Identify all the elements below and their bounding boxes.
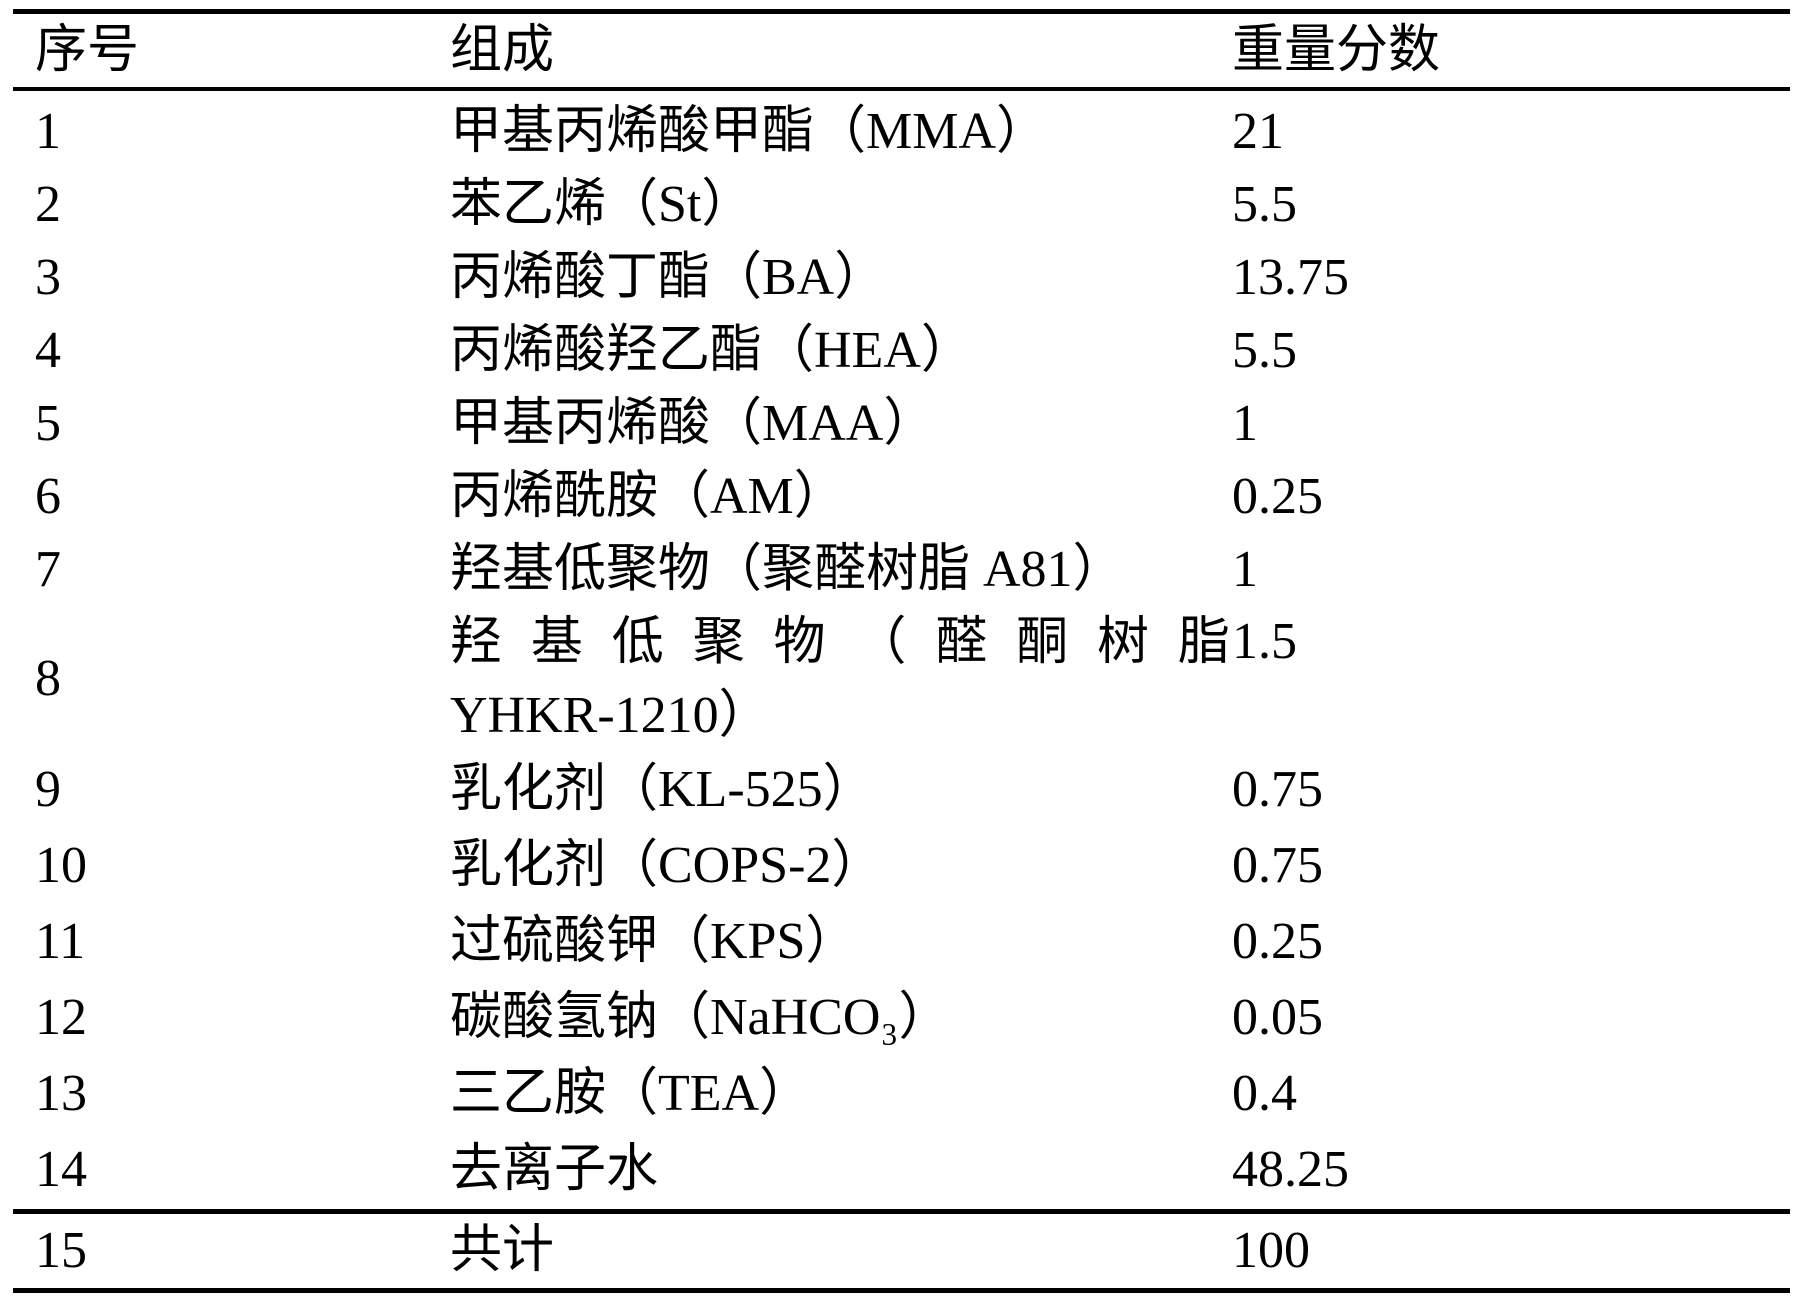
composition-cell: 丙烯酸羟乙酯（HEA） <box>450 321 973 379</box>
table-row: 3 丙烯酸丁酯（BA） 13.75 <box>0 241 1812 314</box>
table-row: 11 过硫酸钾（KPS） 0.25 <box>0 904 1812 980</box>
weight-cell: 5.5 <box>1232 321 1297 379</box>
table-total-row: 15 共计 100 <box>0 1214 1812 1288</box>
table-bottom-rule <box>13 1288 1790 1293</box>
table-row: 6 丙烯酰胺（AM） 0.25 <box>0 460 1812 533</box>
composition-cell: 碳酸氢钠（NaHCO₃） <box>450 989 951 1046</box>
weight-cell: 1.5 <box>1232 613 1297 670</box>
weight-cell: 100 <box>1232 1222 1310 1279</box>
header-divider-rule <box>13 87 1790 91</box>
composition-cell: 羟基低聚物（醛酮树脂 YHKR-1210） <box>450 606 1230 752</box>
composition-cell: 三乙胺（TEA） <box>450 1065 812 1122</box>
table-row: 5 甲基丙烯酸（MAA） 1 <box>0 387 1812 460</box>
table-row: 7 羟基低聚物（聚醛树脂 A81） 1 <box>0 533 1812 606</box>
row-number-cell: 5 <box>35 394 61 452</box>
table-row: 13 三乙胺（TEA） 0.4 <box>0 1056 1812 1132</box>
table-row: 10 乳化剂（COPS-2） 0.75 <box>0 828 1812 904</box>
row-number-cell: 9 <box>35 761 61 818</box>
table-header-row: 序号 组成 重量分数 <box>0 14 1812 87</box>
row-number-cell: 14 <box>35 1141 87 1198</box>
composition-cell: 共计 <box>450 1222 555 1279</box>
weight-cell: 21 <box>1232 102 1284 160</box>
weight-cell: 1 <box>1232 394 1258 452</box>
table-row: 12 碳酸氢钠（NaHCO₃） 0.05 <box>0 980 1812 1056</box>
composition-cell: 羟基低聚物（聚醛树脂 A81） <box>450 540 1125 598</box>
composition-cell: 乳化剂（COPS-2） <box>450 837 884 894</box>
row-number-cell: 2 <box>35 175 61 233</box>
row-number-cell: 7 <box>35 540 61 598</box>
composition-cell: 乳化剂（KL-525） <box>450 761 875 818</box>
composition-cell: 苯乙烯（St） <box>450 175 754 233</box>
row-number-cell: 4 <box>35 321 61 379</box>
weight-cell: 1 <box>1232 540 1258 598</box>
total-divider-rule <box>13 1209 1790 1214</box>
table-row: 14 去离子水 48.25 <box>0 1132 1812 1208</box>
weight-cell: 0.25 <box>1232 467 1323 525</box>
row-number-cell: 3 <box>35 248 61 306</box>
table-row-two-line: 8 羟基低聚物（醛酮树脂 YHKR-1210） 1.5 <box>0 606 1812 752</box>
weight-cell: 0.75 <box>1232 761 1323 818</box>
weight-cell: 0.05 <box>1232 989 1323 1046</box>
weight-cell: 5.5 <box>1232 175 1297 233</box>
row-number-cell: 8 <box>35 650 61 707</box>
row-number-cell: 10 <box>35 837 87 894</box>
composition-cell: 去离子水 <box>450 1141 659 1198</box>
composition-line-justified: 羟基低聚物（醛酮树脂 <box>450 613 1230 671</box>
table-top-rule <box>13 9 1790 14</box>
row-number-cell: 12 <box>35 989 87 1046</box>
weight-cell: 13.75 <box>1232 248 1349 306</box>
column-header-composition: 组成 <box>450 21 555 79</box>
composition-cell: 过硫酸钾（KPS） <box>450 913 858 970</box>
weight-cell: 0.4 <box>1232 1065 1297 1122</box>
composition-cell: 丙烯酸丁酯（BA） <box>450 248 887 306</box>
weight-cell: 0.75 <box>1232 837 1323 894</box>
composition-cell: 丙烯酰胺（AM） <box>450 467 846 525</box>
row-number-cell: 13 <box>35 1065 87 1122</box>
table-row: 9 乳化剂（KL-525） 0.75 <box>0 752 1812 828</box>
composition-cell: 甲基丙烯酸甲酯（MMA） <box>450 102 1049 160</box>
weight-cell: 48.25 <box>1232 1141 1349 1198</box>
table-row: 2 苯乙烯（St） 5.5 <box>0 168 1812 241</box>
table-row: 1 甲基丙烯酸甲酯（MMA） 21 <box>0 95 1812 168</box>
row-number-cell: 6 <box>35 467 61 525</box>
table-row: 4 丙烯酸羟乙酯（HEA） 5.5 <box>0 314 1812 387</box>
column-header-weight: 重量分数 <box>1232 21 1441 79</box>
row-number-cell: 15 <box>35 1222 87 1279</box>
row-number-cell: 11 <box>35 913 86 970</box>
column-header-no: 序号 <box>35 21 140 79</box>
row-number-cell: 1 <box>35 102 61 160</box>
composition-line-continued: YHKR-1210） <box>450 686 771 744</box>
composition-cell: 甲基丙烯酸（MAA） <box>450 394 936 452</box>
weight-cell: 0.25 <box>1232 913 1323 970</box>
